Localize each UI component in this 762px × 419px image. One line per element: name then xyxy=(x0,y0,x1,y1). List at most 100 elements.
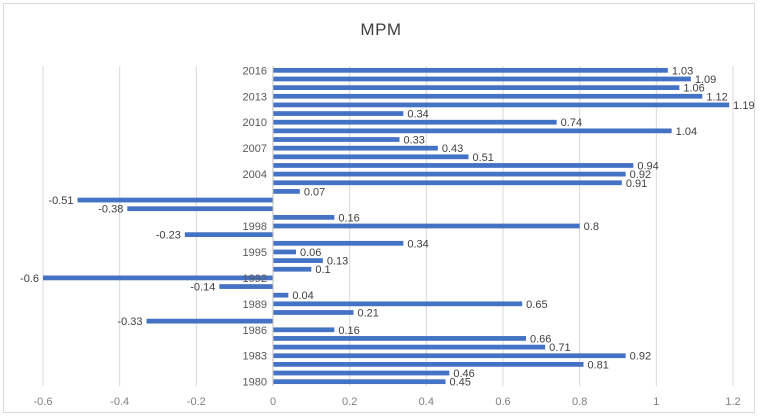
category-label: 1995 xyxy=(243,247,267,259)
bar xyxy=(127,206,273,212)
bar xyxy=(273,223,580,229)
bar xyxy=(273,214,335,220)
category-label: 2013 xyxy=(243,91,267,103)
bar xyxy=(77,197,273,203)
bar xyxy=(273,379,446,385)
data-label: 0.94 xyxy=(637,160,658,172)
bar xyxy=(184,232,273,238)
data-label: 0.04 xyxy=(292,290,313,302)
bar xyxy=(273,119,557,125)
bar xyxy=(273,327,335,333)
bar xyxy=(273,292,289,298)
data-label: 0.06 xyxy=(300,247,321,259)
data-label: 0.74 xyxy=(561,117,582,129)
data-label: 0.51 xyxy=(473,152,494,164)
data-label: 0.66 xyxy=(530,333,551,345)
data-label: 0.13 xyxy=(327,256,348,268)
bar xyxy=(273,154,469,160)
data-label: 1.03 xyxy=(672,65,693,77)
data-label: 1.12 xyxy=(706,91,727,103)
x-tick-label: 0.6 xyxy=(495,396,510,408)
bar xyxy=(146,318,273,324)
data-label: -0.6 xyxy=(20,273,39,285)
x-tick-label: -0.4 xyxy=(110,396,129,408)
bar xyxy=(273,137,400,142)
data-label: -0.14 xyxy=(190,282,215,294)
bar xyxy=(273,76,691,82)
bar xyxy=(273,111,404,116)
data-label: 0.91 xyxy=(626,178,647,190)
data-label: -0.33 xyxy=(117,316,142,328)
data-label: -0.51 xyxy=(48,195,73,207)
category-label: 1998 xyxy=(243,221,267,233)
bar xyxy=(273,171,626,177)
data-label: 0.92 xyxy=(630,351,651,363)
data-labels: 0.450.46 0.81 0.92 0.710.66 0.16 -0.33 0.21 0.6… xyxy=(20,65,755,388)
bar xyxy=(273,240,404,246)
x-tick-label: 1 xyxy=(653,396,659,408)
category-label: 1980 xyxy=(243,377,267,389)
bar xyxy=(273,344,546,350)
category-label: 2007 xyxy=(243,143,267,155)
data-label: 0.8 xyxy=(584,221,599,233)
x-tick-label: 0.4 xyxy=(419,396,434,408)
data-label: 0.07 xyxy=(304,186,325,198)
data-label: 0.65 xyxy=(526,299,547,311)
data-label: 0.34 xyxy=(407,238,428,250)
category-label: 2010 xyxy=(243,117,267,129)
bar xyxy=(273,102,730,108)
bar xyxy=(43,275,273,281)
bar xyxy=(273,145,438,151)
x-tick-label: -0.6 xyxy=(34,396,53,408)
category-label: 1986 xyxy=(243,325,267,337)
bars xyxy=(43,67,730,385)
x-tick-label: 0.8 xyxy=(572,396,587,408)
data-label: 0.21 xyxy=(358,307,379,319)
bar xyxy=(273,310,354,315)
bar xyxy=(273,370,450,376)
category-label: 2016 xyxy=(243,65,267,77)
bar xyxy=(273,85,680,90)
bar xyxy=(273,180,622,186)
data-label: -0.23 xyxy=(156,230,181,242)
x-tick-label: 0.2 xyxy=(342,396,357,408)
category-label: 1989 xyxy=(243,299,267,311)
bar xyxy=(273,266,312,272)
bar xyxy=(273,301,523,307)
axes: -0.6 -0.4 -0.2 0 0.2 0.4 0.6 0.8 1 1.219801983198… xyxy=(34,65,741,408)
data-label: 0.16 xyxy=(338,325,359,337)
x-tick-label: -0.2 xyxy=(187,396,206,408)
data-label: 0.34 xyxy=(407,109,428,121)
category-label: 2004 xyxy=(243,169,267,181)
bar xyxy=(273,258,323,263)
bar xyxy=(273,336,526,341)
chart-title: MPM xyxy=(360,20,402,39)
bar xyxy=(273,163,634,168)
data-label: 0.92 xyxy=(630,169,651,181)
data-label: 0.33 xyxy=(404,135,425,147)
data-label: 0.43 xyxy=(442,143,463,155)
bar xyxy=(273,362,584,367)
data-label: 1.04 xyxy=(676,126,697,138)
chart-border xyxy=(3,3,755,413)
data-label: 1.19 xyxy=(733,100,754,112)
bar xyxy=(273,128,672,134)
bar xyxy=(273,67,668,73)
category-label: 1983 xyxy=(243,351,267,363)
bar xyxy=(273,93,703,99)
data-label: 0.81 xyxy=(588,359,609,371)
data-label: 0.46 xyxy=(453,368,474,380)
category-label: 1992 xyxy=(243,273,267,285)
x-tick-label: 0 xyxy=(270,396,276,408)
data-label: -0.38 xyxy=(98,204,123,216)
bar xyxy=(219,284,273,289)
bar xyxy=(273,249,296,255)
data-label: 0.16 xyxy=(338,212,359,224)
data-label: 1.09 xyxy=(695,74,716,86)
bar xyxy=(273,189,300,194)
x-tick-label: 1.2 xyxy=(725,396,740,408)
data-label: 1.06 xyxy=(683,83,704,95)
bar xyxy=(273,353,626,359)
